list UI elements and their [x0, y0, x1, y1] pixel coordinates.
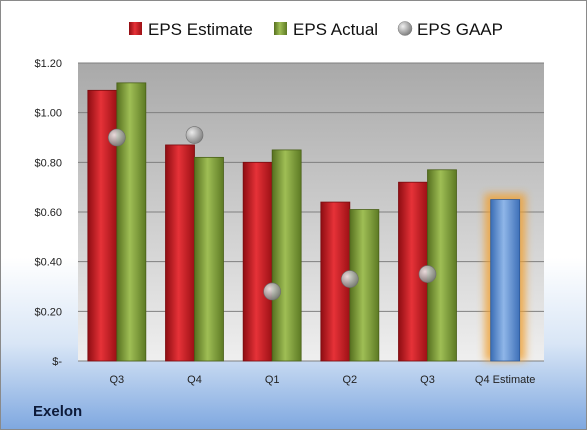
bars: [87, 82, 526, 362]
y-tick-label: $1.20: [34, 58, 62, 70]
eps-gaap-marker: [263, 282, 281, 301]
eps-gaap-marker: [418, 265, 437, 283]
legend-label: EPS GAAP: [417, 20, 503, 39]
legend-swatch: [397, 21, 413, 36]
eps-actual-bar: [427, 169, 457, 362]
eps-gaap-marker: [108, 128, 126, 147]
x-tick-label: Q2: [342, 374, 357, 386]
legend-swatch: [274, 22, 287, 35]
legend-label: EPS Estimate: [148, 20, 253, 39]
eps-gaap-marker: [341, 270, 359, 288]
legend: EPS Estimate EPS Actual EPS GAAP: [129, 20, 503, 39]
eps-actual-bar: [116, 82, 147, 362]
y-tick-label: $0.60: [34, 207, 62, 219]
eps-gaap-marker: [185, 126, 204, 144]
x-tick-label: Q3: [109, 374, 124, 386]
legend-swatch: [129, 22, 142, 35]
y-tick-label: $0.40: [34, 257, 62, 269]
x-tick-label: Q4 Estimate: [475, 374, 536, 386]
y-axis-ticks: $- $0.20 $0.40 $0.60 $0.80 $1.00 $1.20: [34, 58, 62, 368]
eps-actual-bar: [194, 156, 224, 362]
y-tick-label: $0.80: [34, 157, 62, 169]
eps-actual-bar: [271, 149, 302, 362]
x-tick-label: Q1: [265, 374, 280, 386]
y-tick-label: $-: [52, 356, 62, 368]
gridlines: [78, 62, 544, 362]
legend-label: EPS Actual: [293, 20, 378, 39]
gaap-markers: [108, 126, 437, 301]
y-tick-label: $1.00: [34, 108, 62, 120]
x-axis-ticks: Q3 Q4 Q1 Q2 Q3 Q4 Estimate: [109, 374, 535, 386]
y-tick-label: $0.20: [34, 306, 62, 318]
q4-estimate-bar: [490, 199, 521, 362]
x-tick-label: Q3: [420, 374, 435, 386]
eps-estimate-bar: [242, 161, 273, 362]
eps-estimate-bar: [165, 144, 195, 362]
x-tick-label: Q4: [187, 374, 202, 386]
company-name: Exelon: [33, 403, 83, 420]
